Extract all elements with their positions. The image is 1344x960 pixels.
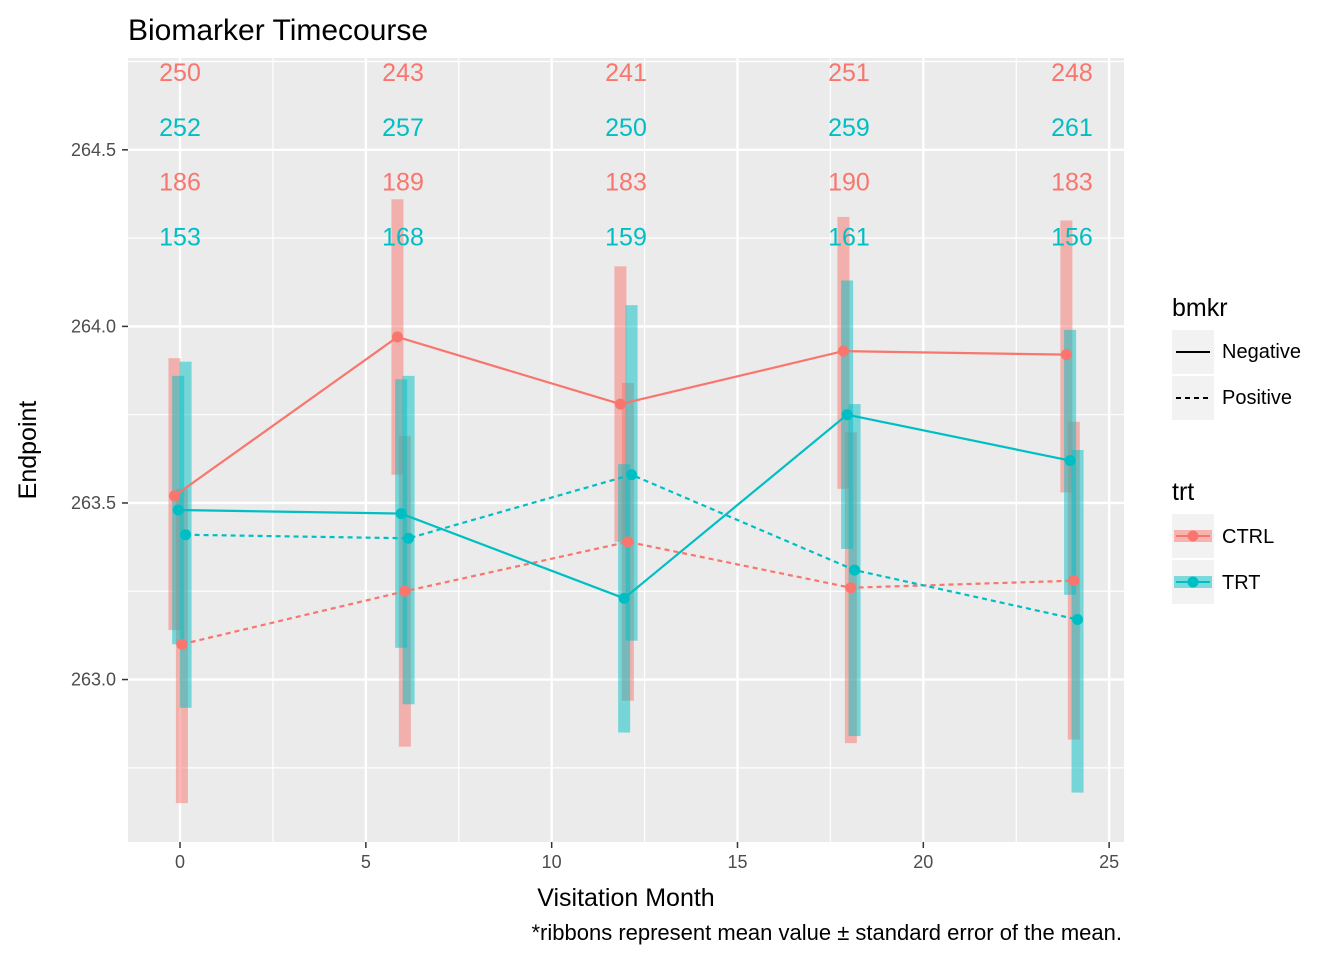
count-label: 190 bbox=[828, 169, 870, 197]
count-label: 257 bbox=[382, 114, 424, 142]
y-tick-label: 264.5 bbox=[71, 140, 116, 160]
count-label: 189 bbox=[382, 169, 424, 197]
chart-title: Biomarker Timecourse bbox=[128, 14, 428, 47]
y-tick-label: 263.0 bbox=[71, 670, 116, 690]
x-tick-label: 5 bbox=[361, 852, 371, 872]
point-trt-negative bbox=[841, 409, 853, 421]
caption: *ribbons represent mean value ± standard… bbox=[531, 920, 1122, 945]
legend-label-positive: Positive bbox=[1222, 387, 1292, 409]
count-label: 248 bbox=[1051, 59, 1093, 87]
legend-label-negative: Negative bbox=[1222, 341, 1301, 363]
legend-label-ctrl: CTRL bbox=[1222, 526, 1274, 548]
x-axis: 0 5 10 15 20 25 bbox=[175, 842, 1119, 872]
grid-minor bbox=[128, 58, 1124, 842]
point-trt-negative bbox=[618, 592, 630, 604]
point-trt-positive bbox=[1072, 614, 1084, 626]
count-label: 161 bbox=[828, 223, 870, 251]
count-labels: 250 243 241 251 248 252 257 250 259 261 186 189 183 1… bbox=[159, 59, 1093, 251]
count-label: 251 bbox=[828, 59, 870, 87]
legend-label-trt: TRT bbox=[1222, 572, 1261, 594]
count-label: 168 bbox=[382, 223, 424, 251]
point-trt-negative bbox=[172, 504, 184, 516]
point-trt-negative bbox=[1064, 455, 1076, 467]
point-trt-positive bbox=[849, 564, 861, 576]
legend-title-trt: trt bbox=[1172, 478, 1194, 506]
count-label: 261 bbox=[1051, 114, 1093, 142]
y-axis: 263.0 263.5 264.0 264.5 bbox=[71, 140, 128, 690]
count-label: 183 bbox=[605, 169, 647, 197]
count-label: 250 bbox=[605, 114, 647, 142]
count-label: 183 bbox=[1051, 169, 1093, 197]
x-tick-label: 15 bbox=[727, 852, 747, 872]
count-label: 186 bbox=[159, 169, 201, 197]
x-tick-label: 20 bbox=[913, 852, 933, 872]
y-tick-label: 264.0 bbox=[71, 316, 116, 336]
count-label: 159 bbox=[605, 223, 647, 251]
point-ctrl-positive bbox=[1068, 575, 1080, 587]
legend-key-point-ctrl bbox=[1187, 530, 1199, 542]
point-trt-positive bbox=[626, 469, 638, 481]
point-ctrl-negative bbox=[614, 398, 626, 410]
count-label: 153 bbox=[159, 223, 201, 251]
point-ctrl-positive bbox=[399, 585, 411, 597]
point-ctrl-positive bbox=[176, 638, 188, 650]
y-tick-label: 263.5 bbox=[71, 493, 116, 513]
series-points bbox=[168, 331, 1084, 650]
point-trt-negative bbox=[395, 508, 407, 520]
count-label: 156 bbox=[1051, 223, 1093, 251]
legend-title-bmkr: bmkr bbox=[1172, 294, 1228, 322]
y-axis-label: Endpoint bbox=[14, 401, 42, 500]
x-axis-label: Visitation Month bbox=[537, 884, 714, 912]
point-trt-positive bbox=[180, 529, 192, 541]
point-ctrl-positive bbox=[845, 582, 857, 594]
point-ctrl-negative bbox=[168, 490, 180, 502]
count-label: 241 bbox=[605, 59, 647, 87]
point-ctrl-positive bbox=[622, 536, 634, 548]
count-label: 250 bbox=[159, 59, 201, 87]
count-label: 243 bbox=[382, 59, 424, 87]
count-label: 259 bbox=[828, 114, 870, 142]
point-ctrl-negative bbox=[391, 331, 403, 343]
x-tick-label: 10 bbox=[542, 852, 562, 872]
point-ctrl-negative bbox=[1060, 349, 1072, 361]
legend: bmkr Negative Positive trt CTRL TRT bbox=[1172, 294, 1301, 604]
point-ctrl-negative bbox=[837, 345, 849, 357]
legend-key-point-trt bbox=[1187, 576, 1199, 588]
x-tick-label: 0 bbox=[175, 852, 185, 872]
x-tick-label: 25 bbox=[1099, 852, 1119, 872]
point-trt-positive bbox=[403, 532, 415, 544]
count-label: 252 bbox=[159, 114, 201, 142]
